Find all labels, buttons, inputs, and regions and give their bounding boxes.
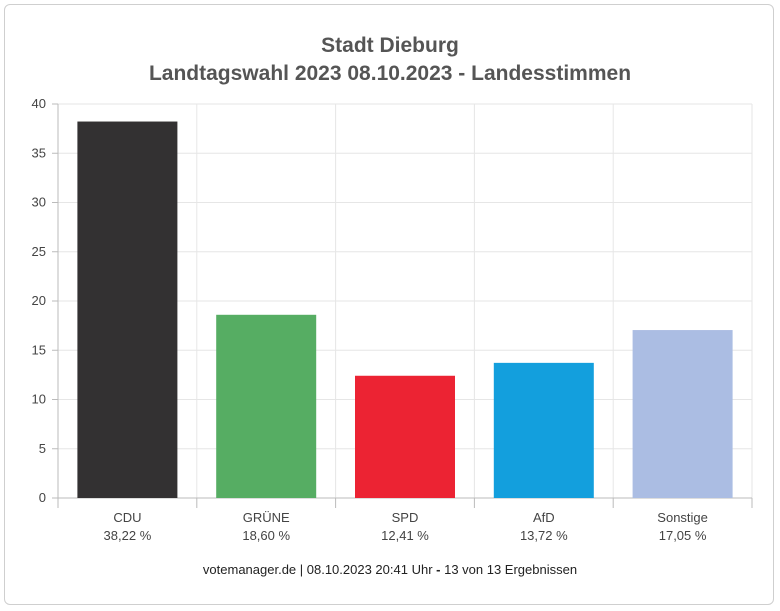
x-category-label: SPD	[392, 510, 419, 525]
y-tick-label: 15	[32, 342, 46, 357]
y-tick-label: 0	[39, 490, 46, 505]
x-value-label: 38,22 %	[104, 528, 152, 543]
bar-afd	[493, 362, 594, 498]
x-category-label: GRÜNE	[243, 510, 290, 525]
x-category-label: CDU	[113, 510, 141, 525]
bar-cdu	[77, 121, 178, 499]
y-tick-label: 10	[32, 392, 46, 407]
y-tick-label: 25	[32, 244, 46, 259]
bar-spd	[355, 375, 455, 498]
chart-title: Stadt Dieburg	[321, 34, 459, 57]
x-category-label: AfD	[533, 510, 555, 525]
x-value-label: 17,05 %	[659, 528, 707, 543]
x-value-label: 18,60 %	[242, 528, 290, 543]
footer-status: 13 von 13 Ergebnissen	[444, 562, 578, 577]
x-value-label: 12,41 %	[381, 528, 429, 543]
x-value-label: 13,72 %	[520, 528, 568, 543]
footer-separator: -	[432, 562, 445, 577]
footer-source: votemanager.de | 08.10.2023 20:41 Uhr	[202, 562, 433, 577]
y-tick-label: 20	[32, 293, 46, 308]
y-tick-label: 35	[32, 145, 46, 160]
y-tick-label: 30	[32, 195, 46, 210]
chart-subtitle: Landtagswahl 2023 08.10.2023 - Landessti…	[148, 62, 632, 85]
bar-sonstige	[632, 330, 733, 498]
y-tick-label: 5	[39, 441, 46, 456]
chart-footer: votemanager.de | 08.10.2023 20:41 Uhr - …	[0, 562, 780, 577]
y-tick-label: 40	[32, 96, 46, 111]
x-category-label: Sonstige	[657, 510, 708, 525]
bar-gr-ne	[216, 314, 317, 498]
